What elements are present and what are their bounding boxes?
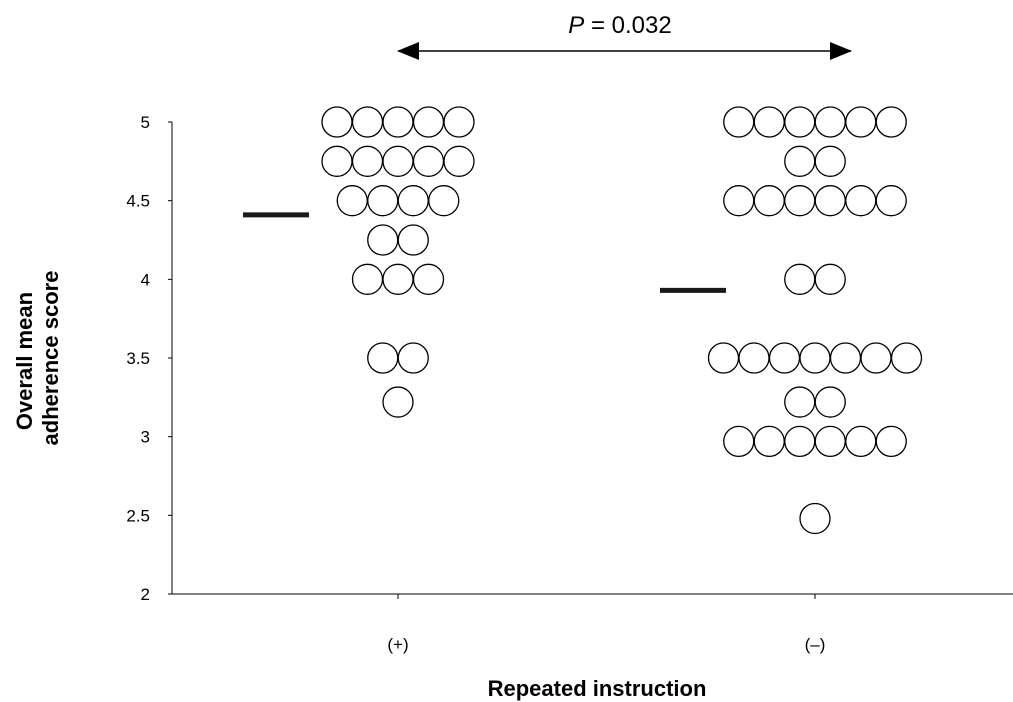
data-point	[351, 106, 384, 138]
data-point	[753, 425, 785, 458]
significance-annotation: P = 0.032	[397, 12, 852, 60]
data-point	[367, 185, 399, 217]
data-point	[321, 106, 353, 138]
data-point	[738, 342, 770, 374]
data-point	[723, 185, 755, 217]
x-axis-title: Repeated instruction	[488, 676, 707, 701]
data-point	[875, 185, 907, 217]
group-positive	[243, 106, 475, 418]
x-tick-label: (–)	[805, 635, 826, 654]
data-point	[799, 502, 831, 535]
data-point	[321, 145, 353, 177]
data-point	[397, 185, 429, 217]
y-axis-title-line-2: adherence score	[38, 271, 63, 446]
data-point	[382, 145, 414, 177]
data-point	[814, 386, 846, 418]
data-point	[397, 224, 429, 256]
data-point	[784, 106, 816, 138]
data-point	[814, 106, 846, 138]
data-point	[382, 386, 414, 418]
data-point	[814, 263, 846, 295]
data-point	[336, 185, 368, 217]
data-point	[753, 106, 785, 138]
data-point	[768, 342, 801, 374]
data-point	[875, 106, 907, 138]
y-tick-label: 3	[141, 428, 150, 447]
data-point	[875, 425, 907, 458]
data-point	[753, 185, 785, 217]
data-point	[784, 386, 816, 418]
data-point	[443, 106, 475, 138]
data-point	[723, 106, 755, 138]
data-point	[784, 145, 816, 177]
group-negative	[660, 106, 923, 535]
data-point	[845, 425, 877, 458]
data-point	[845, 106, 877, 138]
data-point	[382, 106, 414, 138]
data-point	[351, 145, 384, 177]
data-point	[707, 342, 740, 374]
data-point	[784, 263, 816, 295]
y-tick-label: 3.5	[126, 349, 150, 368]
data-point	[412, 106, 445, 138]
x-axis: (+) (–)	[172, 593, 1013, 654]
data-point	[814, 185, 846, 217]
data-point	[367, 224, 399, 256]
y-tick-label: 2	[141, 585, 150, 604]
data-point	[845, 185, 877, 217]
data-point	[860, 342, 892, 374]
data-point	[351, 263, 384, 295]
y-tick-label: 5	[141, 113, 150, 132]
x-tick-label: (+)	[387, 635, 408, 654]
y-tick-label: 4.5	[126, 192, 150, 211]
data-point	[382, 263, 414, 295]
data-point	[397, 342, 429, 374]
data-point	[428, 185, 460, 217]
p-value-label: P = 0.032	[568, 12, 671, 39]
y-tick-label: 2.5	[126, 506, 150, 525]
y-axis: 2 2.5 3 3.5 4 4.5 5	[126, 113, 173, 604]
data-point	[784, 425, 816, 458]
data-point	[443, 145, 475, 177]
data-point	[412, 145, 445, 177]
data-point	[890, 342, 923, 374]
y-axis-title-line-1: Overall mean	[12, 292, 37, 430]
data-point	[412, 263, 445, 295]
data-point	[814, 425, 846, 458]
data-point	[829, 342, 862, 374]
data-point	[723, 425, 755, 458]
y-axis-title: Overall mean adherence score	[12, 271, 63, 446]
y-tick-label: 4	[141, 270, 150, 289]
data-point	[814, 145, 846, 177]
data-point	[784, 185, 816, 217]
data-point	[367, 342, 399, 374]
data-point	[799, 342, 831, 374]
